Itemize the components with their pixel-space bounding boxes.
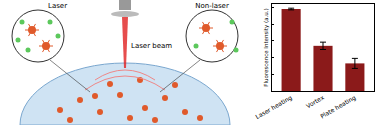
- svg-text:Non-laser: Non-laser: [195, 2, 229, 10]
- svg-text:Laser heating: Laser heating: [254, 94, 294, 122]
- svg-text:Laser: Laser: [48, 2, 67, 10]
- svg-text:Plate heating: Plate heating: [319, 94, 358, 121]
- svg-text:Vortex: Vortex: [305, 93, 326, 109]
- svg-text:Fluorescence Intensity (a.u.): Fluorescence Intensity (a.u.): [263, 8, 270, 86]
- svg-text:Laser beam: Laser beam: [131, 42, 172, 50]
